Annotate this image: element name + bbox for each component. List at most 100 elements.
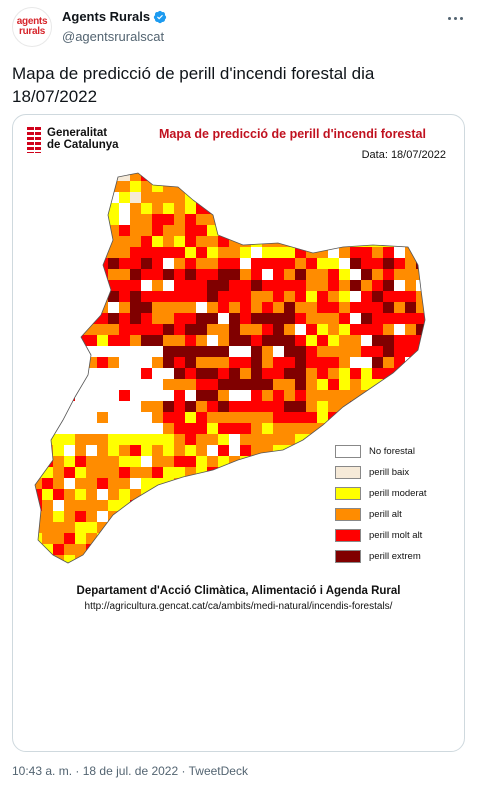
map-cell [372, 192, 383, 203]
map-cell [207, 489, 218, 500]
map-cell [317, 456, 328, 467]
map-cell [306, 258, 317, 269]
map-cell [130, 280, 141, 291]
tweet-image[interactable]: Generalitat de Catalunya Mapa de predicc… [12, 114, 465, 752]
map-cell [35, 258, 42, 269]
map-cell [207, 247, 218, 258]
map-cell [141, 467, 152, 478]
map-cell [108, 192, 119, 203]
map-cell [218, 456, 229, 467]
map-cell [141, 368, 152, 379]
map-cell [295, 390, 306, 401]
map-cell [130, 423, 141, 434]
department-url[interactable]: http://agricultura.gencat.cat/ca/ambits/… [84, 601, 393, 612]
map-cell [328, 173, 339, 181]
map-cell [240, 533, 251, 544]
map-cell [372, 214, 383, 225]
map-cell [240, 313, 251, 324]
map-cell [416, 379, 425, 390]
map-cell [218, 302, 229, 313]
display-name[interactable]: Agents Rurals [62, 9, 167, 24]
map-cell [86, 173, 97, 181]
map-cell [273, 566, 284, 577]
map-cell [152, 258, 163, 269]
map-cell [394, 173, 405, 181]
map-cell [207, 533, 218, 544]
legend-swatch [335, 508, 361, 521]
map-cell [35, 346, 42, 357]
map-cell [196, 269, 207, 280]
map-cell [350, 173, 361, 181]
map-cell [185, 368, 196, 379]
tweet-date[interactable]: 18 de jul. de 2022 [82, 764, 179, 778]
map-cell [405, 368, 416, 379]
map-cell [185, 302, 196, 313]
map-cell [229, 566, 240, 577]
map-cell [97, 280, 108, 291]
map-cell [196, 412, 207, 423]
map-cell [64, 445, 75, 456]
map-cell [163, 478, 174, 489]
map-cell [152, 500, 163, 511]
avatar[interactable]: agents rurals [12, 7, 52, 47]
map-cell [339, 291, 350, 302]
tweet-source[interactable]: TweetDeck [188, 764, 248, 778]
map-cell [119, 478, 130, 489]
map-cell [75, 346, 86, 357]
map-cell [240, 346, 251, 357]
map-cell [328, 390, 339, 401]
map-cell [262, 173, 273, 181]
map-cell [229, 511, 240, 522]
map-cell [207, 445, 218, 456]
map-cell [42, 357, 53, 368]
map-cell [339, 335, 350, 346]
map-cell [119, 236, 130, 247]
map-cell [317, 247, 328, 258]
map-cell [196, 390, 207, 401]
map-cell [218, 511, 229, 522]
map-cell [240, 214, 251, 225]
map-cell [196, 280, 207, 291]
map-cell [328, 236, 339, 247]
map-cell [207, 214, 218, 225]
tweet-time[interactable]: 10:43 a. m. [12, 764, 73, 778]
map-cell [295, 412, 306, 423]
map-cell [295, 456, 306, 467]
map-cell [108, 214, 119, 225]
map-cell [152, 173, 163, 181]
map-cell [372, 566, 383, 577]
map-cell [97, 522, 108, 533]
map-cell [130, 401, 141, 412]
map-cell [86, 313, 97, 324]
handle[interactable]: @agentsruralscat [62, 29, 165, 44]
map-cell [295, 324, 306, 335]
map-cell [97, 511, 108, 522]
map-cell [273, 555, 284, 563]
map-cell [229, 489, 240, 500]
map-cell [119, 247, 130, 258]
map-cell [207, 225, 218, 236]
map-cell [372, 346, 383, 357]
map-cell [42, 456, 53, 467]
map-cell [284, 434, 295, 445]
map-cell [185, 357, 196, 368]
map-cell [306, 280, 317, 291]
map-cell [251, 445, 262, 456]
map-cell [394, 247, 405, 258]
map-cell [185, 445, 196, 456]
map-cell [273, 500, 284, 511]
map-cell [119, 346, 130, 357]
map-cell [97, 357, 108, 368]
map-cell [328, 258, 339, 269]
map-cell [295, 181, 306, 192]
map-cell [317, 269, 328, 280]
map-cell [53, 269, 64, 280]
map-cell [108, 225, 119, 236]
map-cell [251, 555, 262, 563]
map-cell [350, 203, 361, 214]
map-cell [240, 181, 251, 192]
more-options-icon[interactable] [443, 10, 467, 26]
map-cell [196, 544, 207, 555]
map-cell [372, 173, 383, 181]
map-cell [339, 423, 350, 434]
